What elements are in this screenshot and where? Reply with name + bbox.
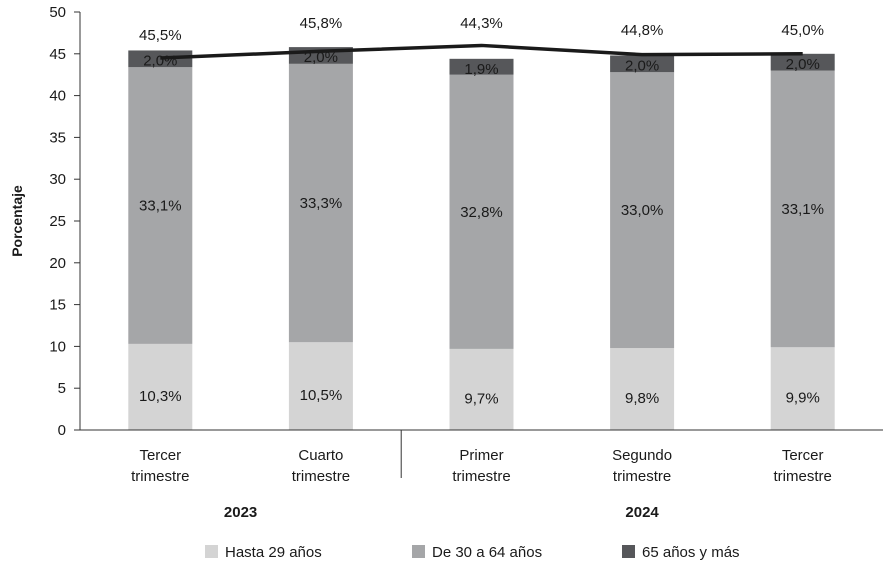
- bar-segment-1: [610, 348, 675, 430]
- x-tick-label: Tercer: [782, 447, 824, 464]
- data-label: 33,1%: [139, 198, 182, 215]
- bar-segment-2: [288, 63, 353, 343]
- x-tick-label: trimestre: [774, 468, 832, 485]
- data-labels: 10,3% 33,1% 2,0% 10,5% 33,3% 2,0% 9,7% 32,8% 1,9…: [139, 15, 824, 407]
- y-tick-label: 5: [58, 380, 66, 397]
- legend-swatch: [412, 545, 425, 558]
- bar-segment-2: [128, 67, 193, 344]
- data-label: 2,0%: [143, 52, 177, 69]
- y-tick-label: 50: [49, 4, 66, 21]
- bar-segment-1: [770, 347, 835, 430]
- data-label: 9,7%: [464, 390, 498, 407]
- data-label: 33,0%: [621, 202, 664, 219]
- legend-swatch: [205, 545, 218, 558]
- y-tick-label: 35: [49, 129, 66, 146]
- bar-segment-2: [610, 72, 675, 349]
- x-tick-label: Tercer: [139, 447, 181, 464]
- bar-segment-1: [449, 348, 514, 430]
- data-label: 10,5%: [300, 387, 343, 404]
- y-axis: 0 5 10 15 20 25 30 35 40 45 50: [49, 4, 81, 439]
- data-label: 9,8%: [625, 390, 659, 407]
- bar-segment-2: [770, 70, 835, 348]
- data-label: 9,9%: [786, 390, 820, 407]
- bar-segment-3: [610, 55, 675, 73]
- total-label: 44,3%: [460, 15, 503, 32]
- total-label: 45,5%: [139, 27, 182, 44]
- y-tick-label: 20: [49, 255, 66, 272]
- bar-segment-3: [770, 53, 835, 71]
- data-label: 10,3%: [139, 388, 182, 405]
- y-tick-label: 15: [49, 297, 66, 314]
- x-tick-label: Primer: [459, 447, 503, 464]
- bars: [128, 47, 835, 430]
- data-label: 33,3%: [300, 195, 343, 212]
- data-label: 32,8%: [460, 204, 503, 221]
- bar-segment-1: [128, 343, 193, 430]
- total-label: 44,8%: [621, 22, 664, 39]
- legend-label: De 30 a 64 años: [432, 544, 542, 561]
- x-tick-label: trimestre: [292, 468, 350, 485]
- y-tick-label: 30: [49, 171, 66, 188]
- y-tick-label: 10: [49, 338, 66, 355]
- legend-label: Hasta 29 años: [225, 544, 322, 561]
- data-label: 2,0%: [625, 57, 659, 74]
- x-tick-label: trimestre: [452, 468, 510, 485]
- total-label: 45,8%: [300, 15, 343, 32]
- y-tick-label: 25: [49, 213, 66, 230]
- y-tick-label: 45: [49, 46, 66, 63]
- data-label: 2,0%: [304, 49, 338, 66]
- data-label: 1,9%: [464, 61, 498, 78]
- legend-label: 65 años y más: [642, 544, 740, 561]
- x-tick-label: trimestre: [131, 468, 189, 485]
- legend-swatch: [622, 545, 635, 558]
- x-tick-label: Segundo: [612, 447, 672, 464]
- data-label: 2,0%: [786, 56, 820, 73]
- bar-segment-3: [449, 58, 514, 75]
- y-axis-title: Porcentaje: [9, 185, 25, 257]
- y-tick-label: 40: [49, 88, 66, 105]
- total-line: [160, 43, 803, 60]
- x-group-label: 2024: [625, 504, 659, 521]
- x-tick-label: trimestre: [613, 468, 671, 485]
- x-group-label: 2023: [224, 504, 257, 521]
- bar-segment-2: [449, 74, 514, 349]
- y-axis-title-group: Porcentaje: [9, 185, 25, 257]
- bar-segment-3: [128, 50, 193, 68]
- total-label: 45,0%: [781, 22, 824, 39]
- data-label: 33,1%: [781, 201, 824, 218]
- bar-segment-1: [288, 342, 353, 430]
- y-tick-label: 0: [58, 422, 66, 439]
- x-axis: Tercer trimestre Cuarto trimestre Primer trim…: [80, 429, 883, 521]
- total-line-path: [160, 43, 803, 60]
- x-tick-label: Cuarto: [298, 447, 343, 464]
- legend: Hasta 29 años De 30 a 64 años 65 años y má…: [205, 544, 740, 561]
